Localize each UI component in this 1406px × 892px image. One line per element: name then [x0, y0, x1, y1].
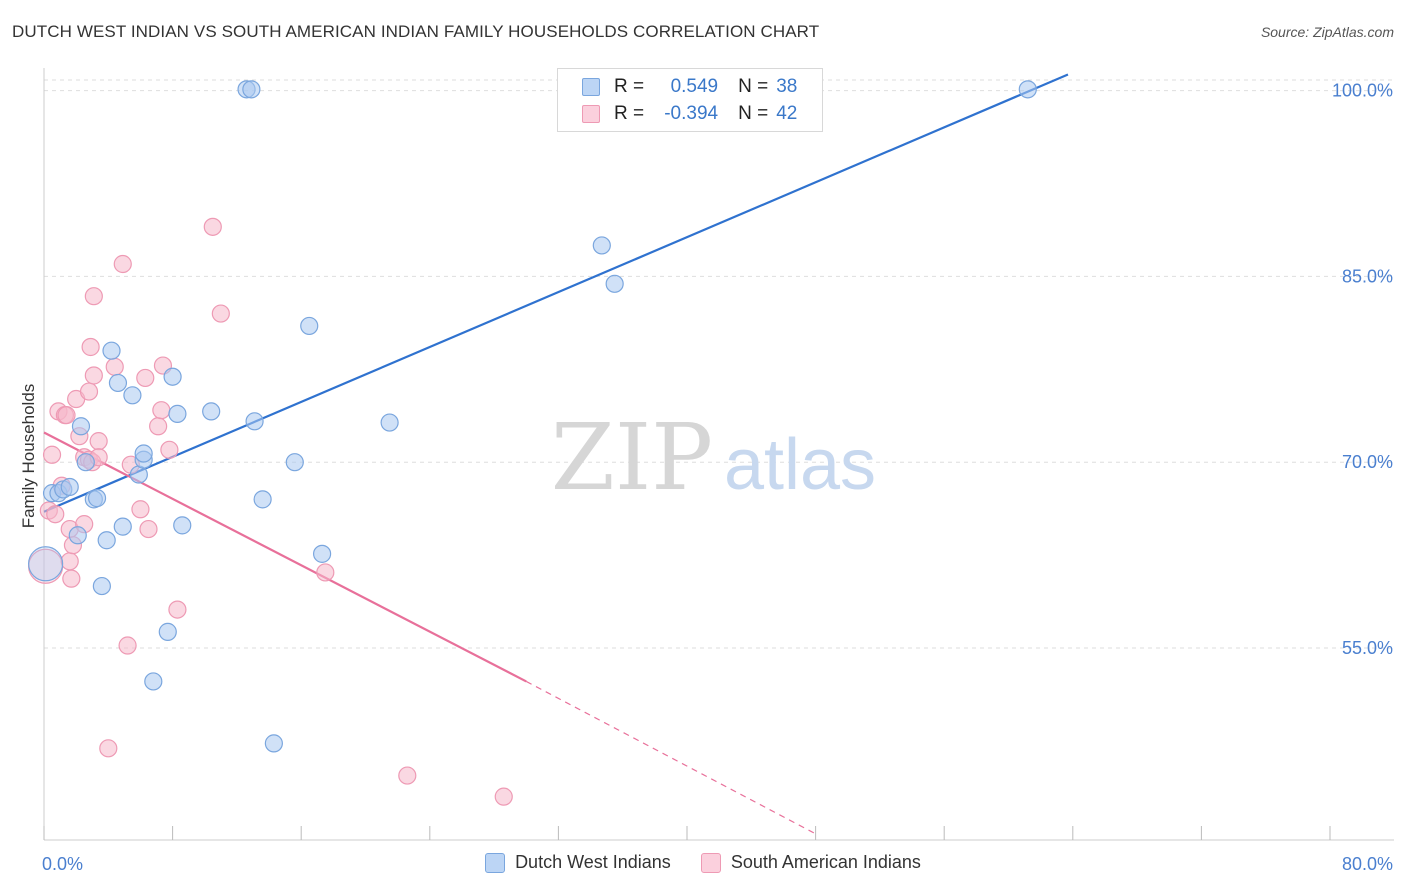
point-south-american-indians: [113, 254, 132, 274]
point-dutch-west-indians: [71, 417, 91, 436]
n-label: N =: [738, 103, 769, 124]
point-dutch-west-indians: [97, 531, 116, 550]
point-dutch-west-indians: [28, 546, 64, 582]
x-tick-label-min: 0.0%: [42, 854, 83, 874]
point-south-american-indians: [494, 787, 513, 806]
dutch-west-indians-points: [28, 80, 1037, 753]
trend-line-south-american-indians: [43, 431, 527, 683]
point-dutch-west-indians: [312, 544, 332, 563]
point-dutch-west-indians: [134, 444, 153, 463]
n-label: N =: [738, 76, 769, 97]
stats-legend: R = 0.549 N = 38 R = -0.394 N = 42: [557, 68, 823, 132]
y-tick-label: 70.0%: [1342, 452, 1393, 472]
trend-lines: [43, 73, 1069, 835]
y-tick-label: 100.0%: [1332, 81, 1393, 101]
pink-swatch: [582, 105, 600, 123]
legend-item-south-american-indians[interactable]: South American Indians: [700, 852, 921, 873]
point-south-american-indians: [149, 417, 168, 436]
y-tick-label: 55.0%: [1342, 638, 1393, 658]
chart-title: DUTCH WEST INDIAN VS SOUTH AMERICAN INDI…: [12, 22, 820, 41]
point-dutch-west-indians: [168, 404, 187, 423]
blue-swatch: [582, 78, 600, 96]
y-tick-label: 85.0%: [1342, 266, 1393, 286]
legend-item-dutch-west-indians[interactable]: Dutch West Indians: [485, 852, 671, 873]
point-dutch-west-indians: [264, 734, 283, 753]
watermark: ZIP atlas: [551, 404, 876, 511]
point-south-american-indians: [57, 406, 76, 425]
point-south-american-indians: [79, 382, 99, 401]
point-south-american-indians: [105, 357, 124, 376]
point-south-american-indians: [139, 519, 158, 539]
point-south-american-indians: [42, 445, 62, 464]
point-south-american-indians: [84, 366, 103, 385]
n-value-pink: 42: [776, 103, 798, 124]
grid-lines: [44, 79, 1394, 649]
trend-line-dutch-west-indians: [43, 73, 1069, 513]
source-label: Source: ZipAtlas.com: [1260, 24, 1394, 40]
point-south-american-indians: [46, 505, 65, 524]
point-dutch-west-indians: [242, 80, 261, 99]
stats-legend-row-pink: R = -0.394 N = 42: [582, 101, 797, 127]
y-axis-label: Family Households: [19, 384, 38, 529]
point-dutch-west-indians: [253, 490, 272, 509]
legend-swatch-blue: [485, 852, 506, 873]
point-south-american-indians: [168, 600, 187, 619]
point-dutch-west-indians: [300, 316, 319, 336]
x-tick-label-max: 80.0%: [1342, 854, 1393, 874]
point-dutch-west-indians: [163, 367, 182, 386]
point-dutch-west-indians: [76, 453, 95, 472]
point-south-american-indians: [398, 766, 417, 785]
point-dutch-west-indians: [144, 672, 163, 691]
stats-legend-row-blue: R = 0.549 N = 38: [582, 74, 797, 100]
point-dutch-west-indians: [1018, 80, 1037, 99]
point-south-american-indians: [203, 217, 222, 236]
legend-label-south-american-indians: South American Indians: [730, 852, 921, 872]
point-dutch-west-indians: [87, 489, 107, 508]
axes: [43, 68, 1394, 841]
point-dutch-west-indians: [92, 576, 111, 596]
point-south-american-indians: [160, 440, 179, 459]
point-dutch-west-indians: [285, 453, 304, 472]
point-south-american-indians: [136, 368, 155, 388]
point-dutch-west-indians: [60, 477, 79, 497]
point-dutch-west-indians: [123, 386, 142, 405]
point-south-american-indians: [60, 552, 79, 571]
point-south-american-indians: [131, 500, 150, 519]
point-dutch-west-indians: [245, 412, 264, 431]
r-value-pink: -0.394: [664, 103, 719, 124]
point-dutch-west-indians: [108, 373, 128, 393]
point-dutch-west-indians: [202, 402, 221, 421]
r-label: R =: [614, 103, 645, 124]
point-dutch-west-indians: [380, 413, 399, 432]
watermark-atlas: atlas: [724, 425, 876, 505]
point-dutch-west-indians: [173, 516, 192, 535]
tick-labels: 55.0% 70.0% 85.0% 100.0% 0.0% 80.0%: [42, 81, 1393, 874]
point-south-american-indians: [316, 563, 335, 582]
point-dutch-west-indians: [102, 341, 121, 360]
trend-line-dashed-south-american-indians: [525, 680, 816, 835]
point-south-american-indians: [81, 337, 100, 357]
point-south-american-indians: [152, 401, 171, 420]
point-south-american-indians: [89, 432, 108, 451]
south-american-indians-points: [28, 217, 513, 806]
r-label: R =: [614, 76, 645, 97]
watermark-zip: ZIP: [551, 404, 713, 511]
point-dutch-west-indians: [68, 526, 87, 545]
point-south-american-indians: [62, 569, 81, 588]
point-dutch-west-indians: [158, 622, 177, 641]
point-dutch-west-indians: [605, 274, 624, 293]
point-dutch-west-indians: [113, 517, 132, 536]
n-value-blue: 38: [776, 76, 798, 97]
series-legend: Dutch West Indians South American Indian…: [0, 852, 1406, 873]
legend-swatch-pink: [700, 852, 721, 873]
point-dutch-west-indians: [592, 236, 611, 255]
point-south-american-indians: [118, 636, 137, 655]
point-south-american-indians: [84, 287, 103, 306]
r-value-blue: 0.549: [670, 76, 719, 97]
legend-label-dutch-west-indians: Dutch West Indians: [515, 852, 671, 872]
point-south-american-indians: [99, 739, 118, 758]
point-south-american-indians: [211, 304, 230, 323]
